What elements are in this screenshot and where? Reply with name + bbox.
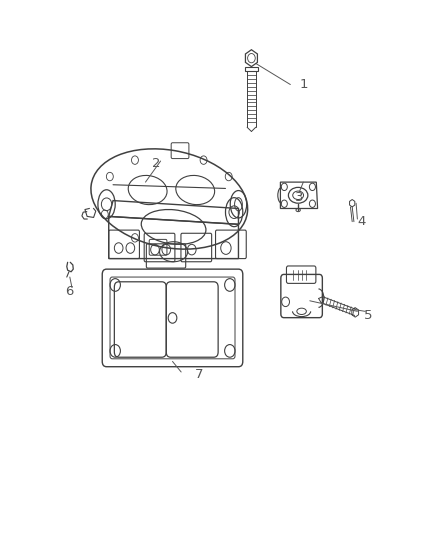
Text: 4: 4 — [357, 215, 366, 228]
Text: 3: 3 — [295, 191, 303, 205]
Text: 6: 6 — [66, 285, 74, 298]
Text: 1: 1 — [299, 78, 307, 91]
Text: 5: 5 — [364, 309, 372, 321]
Text: 2: 2 — [152, 157, 161, 170]
Text: 7: 7 — [195, 368, 204, 381]
Bar — [245, 67, 258, 71]
